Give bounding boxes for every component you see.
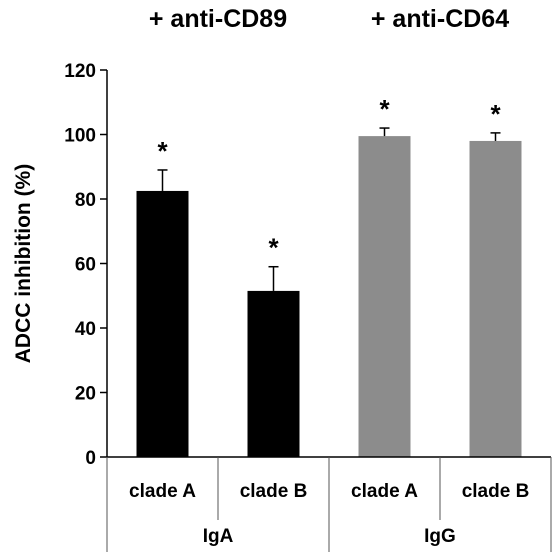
y-tick-label: 60	[75, 255, 96, 276]
y-tick-label: 80	[75, 190, 96, 211]
y-tick-label: 120	[64, 61, 96, 82]
bar-0	[136, 190, 189, 457]
error-bars	[157, 127, 501, 291]
x-axis: clade A clade B clade A clade B IgA IgG	[106, 456, 552, 552]
significance-star-0: *	[157, 136, 168, 166]
y-tick-label: 40	[75, 319, 96, 340]
x-category-label: clade B	[462, 481, 530, 502]
y-tick-label: 20	[75, 384, 96, 405]
y-tick-label: 0	[85, 448, 96, 469]
bar-2	[358, 136, 411, 458]
x-group-label: IgG	[424, 526, 456, 547]
treatment-label-anti-cd64: + anti-CD64	[371, 5, 509, 33]
x-group-label: IgA	[203, 526, 234, 547]
significance-star-3: *	[490, 99, 501, 129]
bar-3	[469, 140, 522, 457]
significance-markers: * * * *	[157, 94, 501, 263]
x-category-label: clade A	[351, 481, 418, 502]
significance-star-1: *	[268, 233, 279, 263]
x-category-label: clade A	[129, 481, 196, 502]
y-axis-label: ADCC inhibition (%)	[12, 164, 35, 363]
significance-star-2: *	[379, 94, 390, 124]
y-tick-label: 100	[64, 126, 96, 147]
bars	[136, 136, 522, 458]
treatment-label-anti-cd89: + anti-CD89	[149, 5, 287, 33]
x-category-label: clade B	[240, 481, 308, 502]
y-axis: 0 20 40 60 80 100 120	[64, 61, 108, 469]
treatment-labels: + anti-CD89 + anti-CD64	[149, 5, 509, 33]
bar-1	[247, 290, 300, 457]
